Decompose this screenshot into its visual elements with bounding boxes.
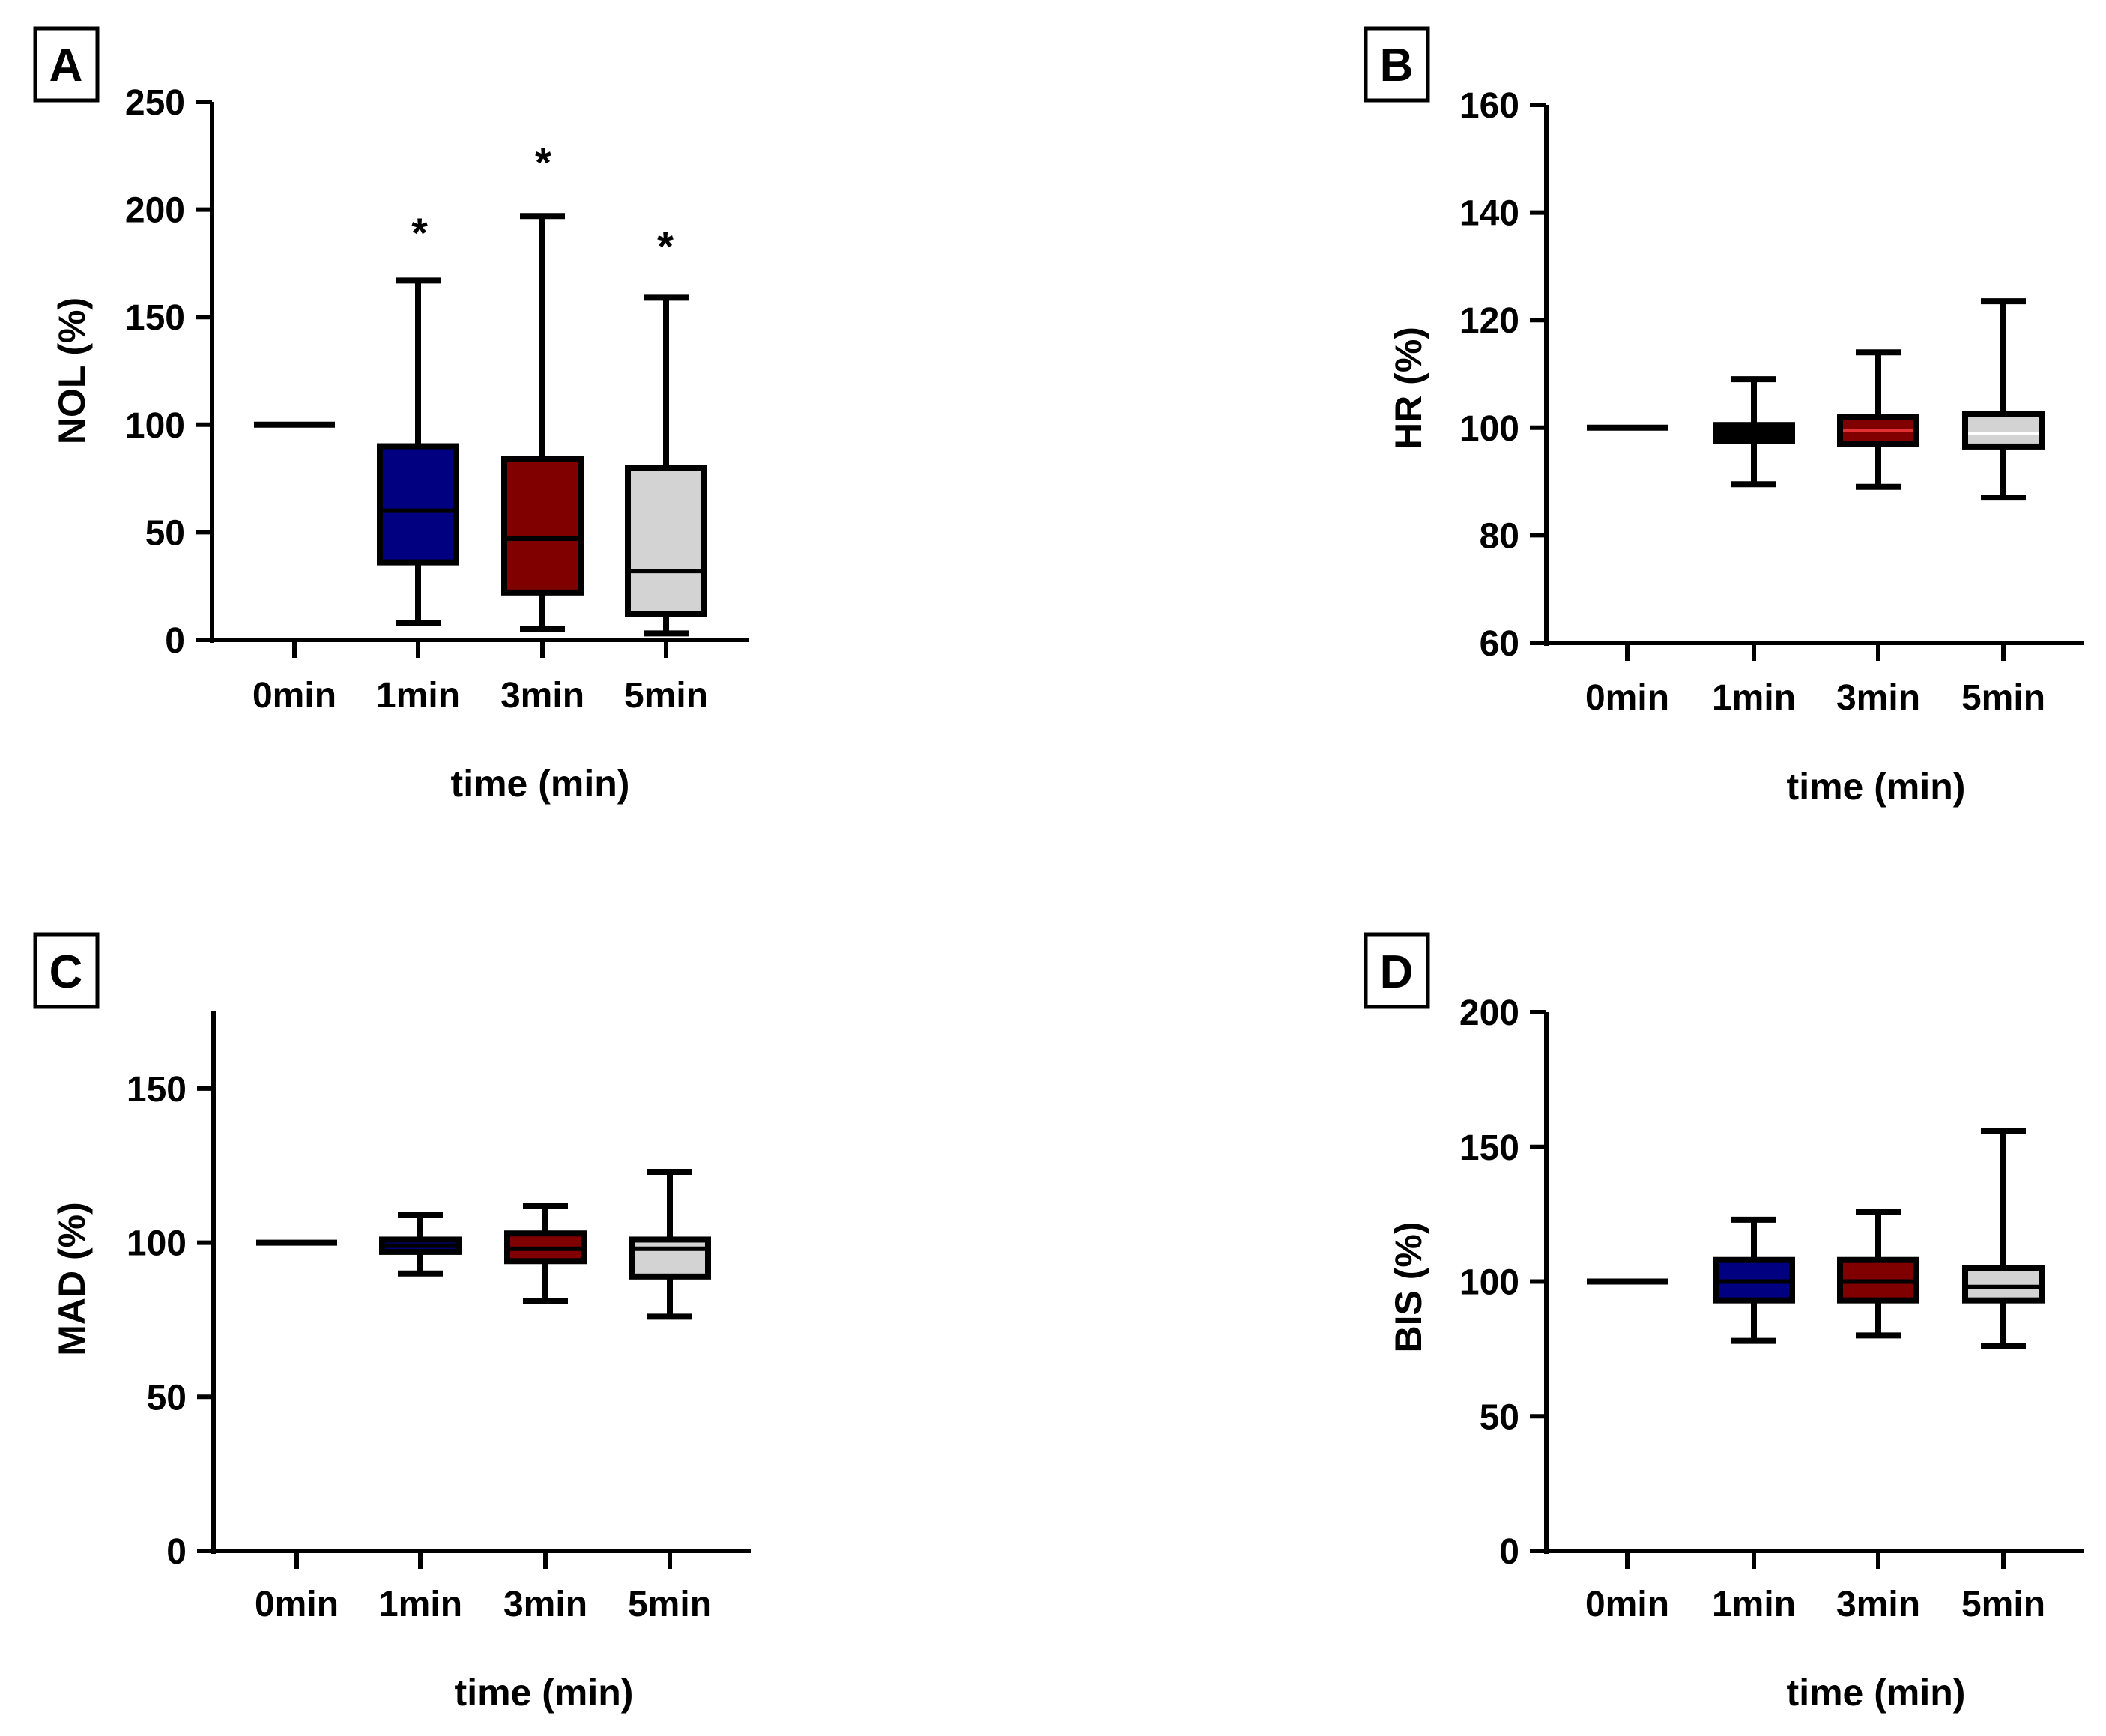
y-axis-title: NOL (%) xyxy=(51,297,93,444)
y-tick-label: 100 xyxy=(1459,1263,1519,1303)
iqr-box xyxy=(377,443,459,566)
box-1min xyxy=(1713,1216,1795,1344)
x-tick-label: 5min xyxy=(1961,678,2045,718)
box-1min xyxy=(1713,376,1795,488)
y-axis-title: MAD (%) xyxy=(51,1202,93,1356)
x-tick-label: 3min xyxy=(503,1585,587,1624)
x-tick-label: 5min xyxy=(1961,1585,2045,1624)
y-tick-label: 120 xyxy=(1459,301,1519,341)
y-tick-label: 0 xyxy=(165,621,185,661)
y-tick-label: 100 xyxy=(125,406,185,446)
panel-label: A xyxy=(49,40,83,91)
iqr-box xyxy=(501,456,584,596)
panel-a: A NOL (%) time (min) 0min 1min 3min 5min… xyxy=(33,26,749,805)
x-tick-label: 1min xyxy=(1712,1585,1796,1624)
box-3min xyxy=(504,1203,587,1304)
x-tick-label: 0min xyxy=(1585,1585,1669,1624)
box-3min xyxy=(1837,349,1919,490)
box-3min xyxy=(501,213,584,632)
y-tick-label: 0 xyxy=(166,1532,187,1572)
box-3min xyxy=(1837,1209,1919,1339)
y-tick-label: 100 xyxy=(1459,409,1519,449)
x-tick-label: 3min xyxy=(1836,678,1920,718)
x-tick-label: 0min xyxy=(1585,678,1669,718)
y-tick-label: 150 xyxy=(125,298,185,338)
x-axis-title: time (min) xyxy=(1787,766,1966,808)
x-axis-title: time (min) xyxy=(1787,1672,1966,1714)
x-tick-label: 3min xyxy=(1836,1585,1920,1624)
panel-label-box xyxy=(1364,26,1430,103)
box-5min xyxy=(1962,1128,2045,1349)
box-1min xyxy=(377,277,459,626)
panel-label-box xyxy=(1364,932,1430,1009)
x-tick-label: 0min xyxy=(252,676,336,716)
x-tick-label: 0min xyxy=(255,1585,339,1624)
x-tick-label: 1min xyxy=(376,676,460,716)
y-tick-label: 0 xyxy=(1499,1532,1519,1572)
x-axis-title: time (min) xyxy=(455,1672,634,1714)
y-tick-label: 140 xyxy=(1459,194,1519,234)
y-tick-label: 150 xyxy=(127,1070,187,1110)
x-axis-title: time (min) xyxy=(451,763,630,805)
y-tick-label: 250 xyxy=(125,83,185,123)
panel-c: C MAD (%) time (min) 0min 1min 3min 5min… xyxy=(33,932,751,1714)
box-5min xyxy=(1962,298,2045,501)
panel-label: B xyxy=(1380,40,1414,91)
panel-d: D BIS (%) time (min) 0min 1min 3min 5min… xyxy=(1364,932,2084,1714)
iqr-box xyxy=(629,1236,711,1280)
panel-b: B HR (%) time (min) 0min 1min 3min 5min … xyxy=(1364,26,2084,808)
panel-label-box xyxy=(33,932,100,1009)
y-tick-label: 200 xyxy=(1459,993,1519,1033)
y-tick-label: 50 xyxy=(147,1378,187,1418)
box-5min xyxy=(625,294,707,637)
y-axis-title: HR (%) xyxy=(1388,327,1429,450)
iqr-box xyxy=(625,465,707,617)
x-tick-label: 5min xyxy=(624,676,708,716)
y-tick-label: 100 xyxy=(127,1224,187,1264)
panel-label-box xyxy=(33,26,100,103)
panel-label: D xyxy=(1380,946,1414,998)
y-tick-label: 50 xyxy=(145,513,185,553)
y-axis-title: BIS (%) xyxy=(1388,1222,1429,1353)
y-tick-label: 50 xyxy=(1480,1397,1519,1437)
x-tick-label: 3min xyxy=(500,676,584,716)
significance-star: * xyxy=(535,139,551,186)
panel-label: C xyxy=(49,946,83,998)
iqr-box xyxy=(1962,1265,2045,1304)
x-tick-label: 1min xyxy=(378,1585,462,1624)
y-tick-label: 150 xyxy=(1459,1128,1519,1168)
x-tick-label: 5min xyxy=(628,1585,712,1624)
significance-star: * xyxy=(657,223,674,270)
x-tick-label: 1min xyxy=(1712,678,1796,718)
box-5min xyxy=(629,1168,711,1320)
y-tick-label: 60 xyxy=(1480,624,1519,664)
y-tick-label: 80 xyxy=(1480,516,1519,556)
y-tick-label: 200 xyxy=(125,191,185,231)
box-1min xyxy=(379,1212,462,1277)
iqr-box xyxy=(1962,411,2045,450)
significance-star: * xyxy=(411,209,428,256)
y-tick-label: 160 xyxy=(1459,86,1519,126)
